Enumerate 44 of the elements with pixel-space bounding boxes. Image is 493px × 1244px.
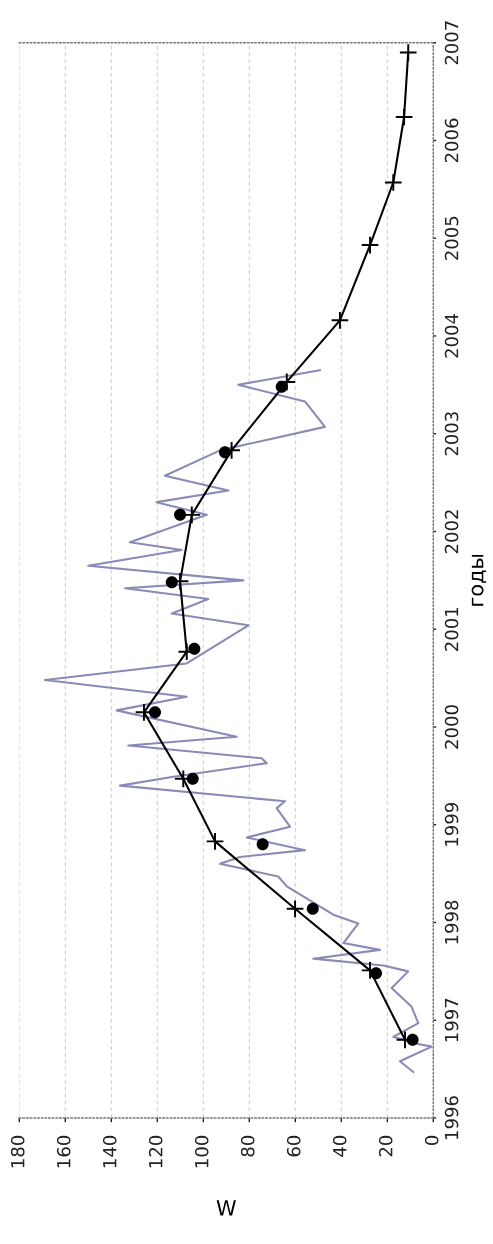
x-tick-label: 80 <box>240 1135 255 1157</box>
point <box>306 902 319 915</box>
y-tick-label: 1997 <box>444 998 459 1042</box>
y-tick-label: 1999 <box>444 803 459 846</box>
y-tick-label: 2006 <box>444 118 459 163</box>
point <box>174 508 187 521</box>
x-axis-title: W <box>216 1200 236 1216</box>
y-tick-label: 2003 <box>444 412 459 456</box>
y-tick-label: 2001 <box>444 607 459 651</box>
point <box>188 642 201 655</box>
point <box>406 1033 419 1046</box>
point <box>383 173 403 192</box>
y-tick-label: 1998 <box>444 900 459 944</box>
point <box>165 576 178 589</box>
x-tick-label: 180 <box>10 1135 25 1168</box>
y-tick-label: 2000 <box>444 705 459 749</box>
point <box>205 832 225 851</box>
y-tick-label: 2007 <box>444 21 459 65</box>
x-tick-label: 20 <box>378 1135 393 1157</box>
point <box>398 43 418 62</box>
x-tick-label: 0 <box>424 1135 439 1145</box>
x-tick-label: 160 <box>56 1135 71 1168</box>
y-tick-label: 1996 <box>444 1096 459 1139</box>
x-tick-label: 40 <box>332 1135 347 1157</box>
x-tick-label: 60 <box>286 1135 301 1157</box>
point <box>256 838 269 851</box>
point <box>394 107 414 127</box>
x-tick-label: 120 <box>148 1135 163 1168</box>
point <box>148 706 162 719</box>
point <box>186 772 199 785</box>
x-tick-label: 140 <box>102 1135 117 1168</box>
y-tick-label: 2004 <box>444 314 459 358</box>
point <box>275 380 288 393</box>
point <box>330 311 350 330</box>
point <box>277 372 297 392</box>
x-tick-label: 100 <box>194 1135 209 1168</box>
y-axis-title: годы <box>471 554 487 606</box>
y-tick-label: 2005 <box>444 216 459 260</box>
point <box>370 967 383 980</box>
point <box>360 235 380 255</box>
y-tick-label: 2002 <box>444 510 459 554</box>
point <box>218 446 231 459</box>
line-series <box>44 369 433 1074</box>
point <box>285 899 305 919</box>
